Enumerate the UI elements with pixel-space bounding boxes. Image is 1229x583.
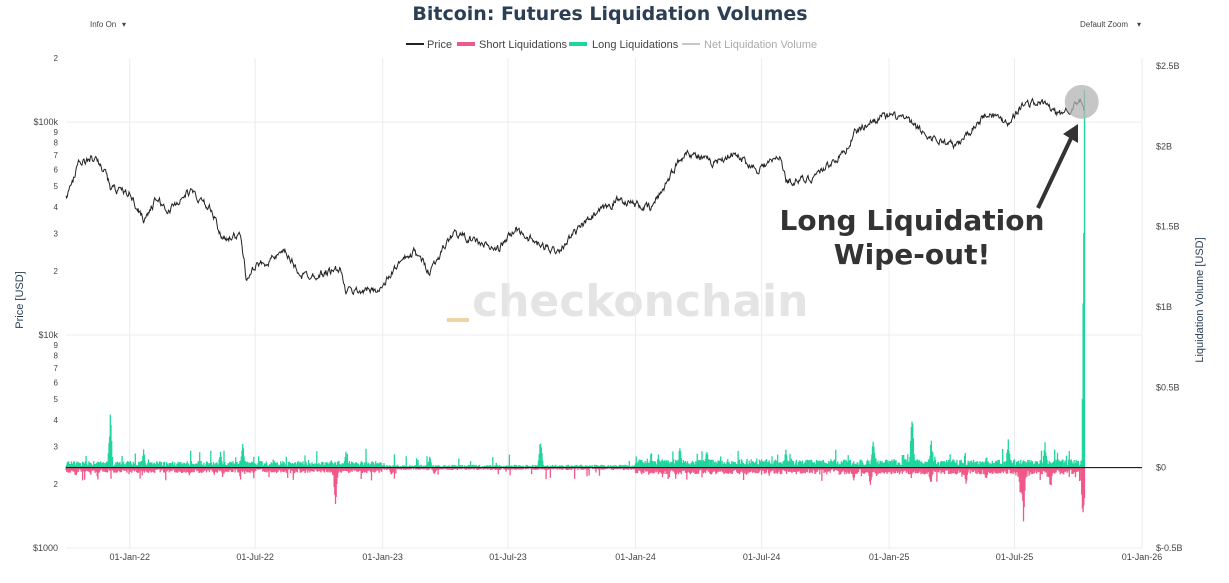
y-left-minor-tick-label: 6 bbox=[54, 378, 59, 387]
annotation: Long Liquidation Wipe-out! bbox=[780, 84, 1099, 271]
x-tick-label: 01-Jan-24 bbox=[615, 552, 656, 562]
info-chevron-down-icon: ▾ bbox=[122, 20, 126, 29]
price-series bbox=[65, 97, 1085, 296]
legend-price-label: Price bbox=[427, 39, 452, 51]
liquidation-bars bbox=[65, 90, 1142, 522]
y-right-tick-label: $1B bbox=[1156, 302, 1172, 312]
y-left-minor-tick-label: 9 bbox=[54, 341, 59, 350]
x-tick-label: 01-Jul-24 bbox=[743, 552, 781, 562]
y-left-minor-tick-label: 2 bbox=[54, 267, 59, 276]
y-right-tick-label: $1.5B bbox=[1156, 222, 1180, 232]
x-tick-label: 01-Jul-23 bbox=[489, 552, 527, 562]
price-line bbox=[65, 97, 1085, 296]
short-liquidation-bars bbox=[65, 467, 1086, 522]
y-right-tick-label: $2.5B bbox=[1156, 61, 1180, 71]
y-right-tick-label: $-0.5B bbox=[1156, 543, 1183, 553]
x-tick-label: 01-Jan-26 bbox=[1122, 552, 1163, 562]
y-right-axis-label: Liquidation Volume [USD] bbox=[1194, 237, 1206, 362]
y-left-minor-tick-label: 4 bbox=[54, 416, 59, 425]
axes: 01-Jan-22 01-Jul-22 01-Jan-23 01-Jul-23 01-J… bbox=[33, 54, 1183, 562]
y-right-tick-label: $0 bbox=[1156, 463, 1166, 473]
y-left-minor-tick-label: 6 bbox=[54, 165, 59, 174]
y-left-minor-tick-label: 7 bbox=[54, 151, 59, 160]
legend-item-long[interactable]: Long Liquidations bbox=[569, 39, 679, 51]
y-left-minor-tick-label: 4 bbox=[54, 203, 59, 212]
y-left-tick-label: $100k bbox=[33, 117, 58, 127]
y-left-minor-tick-label: 8 bbox=[54, 352, 59, 361]
x-tick-label: 01-Jul-25 bbox=[996, 552, 1034, 562]
info-toggle-label: Info On bbox=[90, 20, 116, 29]
x-tick-label: 01-Jul-22 bbox=[236, 552, 274, 562]
y-left-minor-tick-label: 3 bbox=[54, 229, 59, 238]
zoom-select[interactable]: Default Zoom ▾ bbox=[1080, 20, 1141, 29]
legend-short-label: Short Liquidations bbox=[479, 39, 568, 51]
annotation-arrowhead bbox=[1063, 124, 1078, 143]
annotation-line-1: Long Liquidation bbox=[780, 204, 1045, 237]
y-left-minor-tick-label: 2 bbox=[54, 480, 59, 489]
annotation-line-2: Wipe-out! bbox=[834, 238, 990, 271]
info-toggle[interactable]: Info On ▾ bbox=[90, 20, 126, 29]
zoom-chevron-down-icon: ▾ bbox=[1137, 20, 1141, 29]
watermark: checkonchain bbox=[447, 276, 808, 327]
legend-net-label: Net Liquidation Volume bbox=[704, 39, 817, 51]
legend-item-short[interactable]: Short Liquidations bbox=[457, 39, 568, 51]
legend-item-price[interactable]: Price bbox=[406, 39, 452, 51]
zoom-select-label: Default Zoom bbox=[1080, 20, 1128, 29]
watermark-underscore bbox=[447, 318, 469, 322]
x-tick-label: 01-Jan-22 bbox=[109, 552, 150, 562]
legend-long-label: Long Liquidations bbox=[592, 39, 679, 51]
annotation-highlight-circle bbox=[1064, 84, 1099, 119]
y-left-minor-tick-label: 2 bbox=[54, 54, 59, 63]
y-left-minor-tick-label: 3 bbox=[54, 442, 59, 451]
y-left-tick-label: $1000 bbox=[33, 543, 58, 553]
annotation-arrow bbox=[1036, 131, 1076, 209]
chart-title: Bitcoin: Futures Liquidation Volumes bbox=[412, 3, 807, 25]
y-left-minor-tick-label: 8 bbox=[54, 139, 59, 148]
watermark-text: checkonchain bbox=[472, 276, 808, 327]
legend-item-net[interactable]: Net Liquidation Volume bbox=[682, 39, 817, 51]
y-left-minor-tick-label: 5 bbox=[54, 395, 59, 404]
y-right-tick-label: $0.5B bbox=[1156, 382, 1180, 392]
x-tick-label: 01-Jan-25 bbox=[869, 552, 910, 562]
y-left-minor-tick-label: 5 bbox=[54, 182, 59, 191]
long-liquidation-bars bbox=[65, 90, 1086, 468]
y-right-tick-label: $2B bbox=[1156, 141, 1172, 151]
legend: Price Short Liquidations Long Liquidatio… bbox=[406, 39, 817, 51]
y-left-minor-tick-label: 9 bbox=[54, 128, 59, 137]
x-tick-label: 01-Jan-23 bbox=[362, 552, 403, 562]
grid bbox=[66, 58, 1143, 549]
y-left-minor-tick-label: 7 bbox=[54, 364, 59, 373]
y-left-tick-label: $10k bbox=[38, 330, 58, 340]
y-left-axis-label: Price [USD] bbox=[14, 271, 26, 328]
